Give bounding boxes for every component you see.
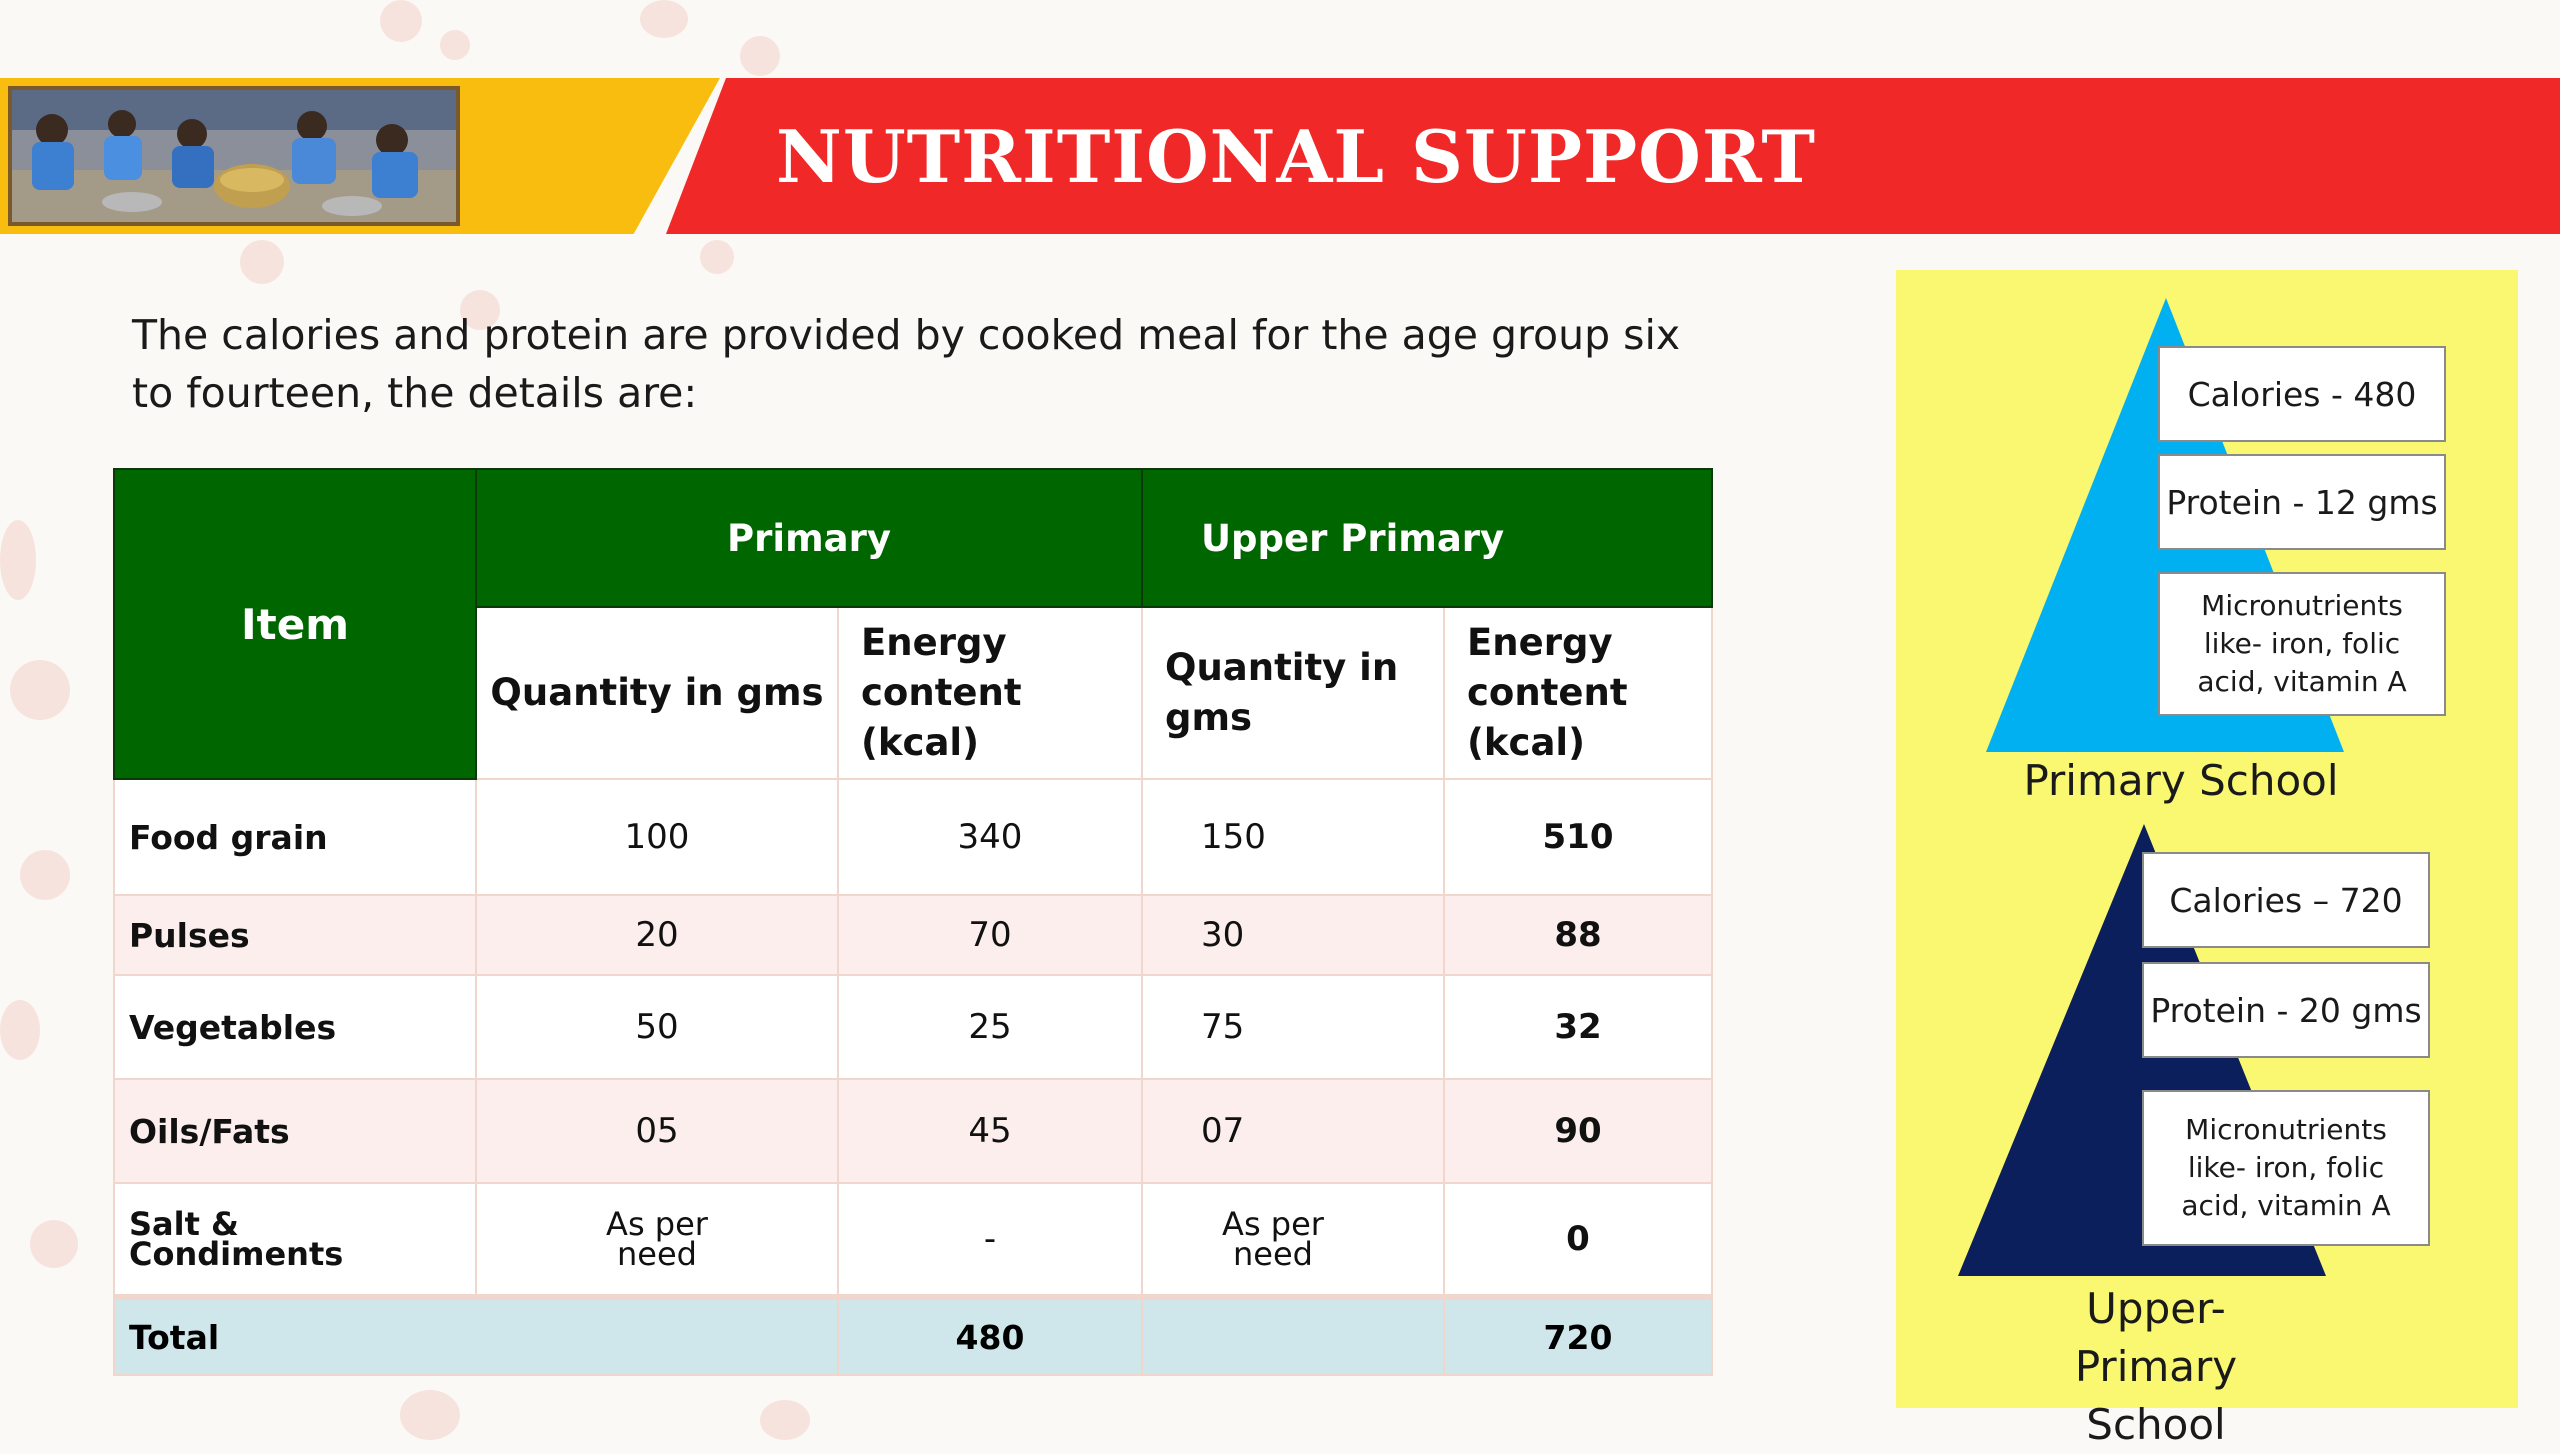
row-upper-quantity: 30 [1141, 894, 1445, 976]
row-primary-quantity: 100 [475, 778, 839, 896]
header-upper-primary: Upper Primary [1141, 468, 1713, 608]
primary-calories-box: Calories - 480 [2158, 346, 2446, 442]
primary-micronutrients-box: Micronutrients like- iron, folic acid, v… [2158, 572, 2446, 716]
row-item: Food grain [113, 778, 477, 896]
total-upper-quantity [1141, 1294, 1445, 1376]
header-red-band [666, 78, 2560, 234]
row-upper-quantity: As per need [1141, 1182, 1445, 1298]
background-dot [380, 0, 422, 42]
background-dot [240, 240, 284, 284]
subheader-upper-energy: Energy content (kcal) [1443, 606, 1713, 780]
header-photo [8, 86, 460, 226]
background-dot [20, 850, 70, 900]
row-upper-energy: 88 [1443, 894, 1713, 976]
background-dot [400, 1390, 460, 1440]
page-title: NUTRITIONAL SUPPORT [776, 114, 1816, 199]
row-primary-energy: 45 [837, 1078, 1143, 1184]
row-upper-energy: 90 [1443, 1078, 1713, 1184]
row-primary-quantity: 50 [475, 974, 839, 1080]
header-item: Item [113, 468, 477, 780]
primary-school-label: Primary School [2023, 756, 2339, 805]
total-upper-energy: 720 [1443, 1294, 1713, 1376]
table-row: Vegetables 50 25 75 32 [113, 974, 1713, 1080]
row-primary-quantity: 05 [475, 1078, 839, 1184]
background-dot [640, 0, 688, 38]
background-dot [0, 1000, 40, 1060]
table-row: Oils/Fats 05 45 07 90 [113, 1078, 1713, 1184]
row-upper-quantity: 07 [1141, 1078, 1445, 1184]
background-dot [760, 1400, 810, 1440]
background-dot [440, 30, 470, 60]
row-primary-energy: 70 [837, 894, 1143, 976]
background-dot [0, 520, 36, 600]
pyramid-panel: Calories - 480 Protein - 12 gms Micronut… [1896, 270, 2518, 1449]
background-dot [700, 240, 734, 274]
table-row: Salt & Condiments As per need - As per n… [113, 1182, 1713, 1298]
row-item: Vegetables [113, 974, 477, 1080]
subheader-primary-quantity: Quantity in gms [475, 606, 839, 780]
upper-calories-box: Calories – 720 [2142, 852, 2430, 948]
total-row: Total 480 720 [113, 1294, 1713, 1376]
table-row: Pulses 20 70 30 88 [113, 894, 1713, 976]
primary-protein-box: Protein - 12 gms [2158, 454, 2446, 550]
children-eating-photo [12, 90, 456, 222]
row-primary-quantity: As per need [475, 1182, 839, 1298]
upper-primary-school-label: Upper-Primary School [2074, 1284, 2238, 1449]
row-upper-energy: 0 [1443, 1182, 1713, 1298]
row-primary-quantity: 20 [475, 894, 839, 976]
header-primary: Primary [475, 468, 1143, 608]
background-dot [740, 36, 780, 76]
subheader-primary-energy: Energy content (kcal) [837, 606, 1143, 780]
background-dot [30, 1220, 78, 1268]
background-dot [460, 290, 500, 330]
row-upper-quantity: 150 [1141, 778, 1445, 896]
row-primary-energy: 340 [837, 778, 1143, 896]
row-upper-quantity: 75 [1141, 974, 1445, 1080]
row-item: Pulses [113, 894, 477, 976]
row-primary-energy: - [837, 1182, 1143, 1298]
intro-text: The calories and protein are provided by… [132, 311, 1681, 417]
row-upper-energy: 32 [1443, 974, 1713, 1080]
row-primary-energy: 25 [837, 974, 1143, 1080]
total-label: Total [113, 1294, 839, 1376]
row-item: Oils/Fats [113, 1078, 477, 1184]
background-dot [10, 660, 70, 720]
row-upper-energy: 510 [1443, 778, 1713, 896]
table-row: Food grain 100 340 150 510 [113, 778, 1713, 896]
nutrition-table: Item Primary Upper Primary Quantity in g… [113, 468, 1713, 1376]
upper-protein-box: Protein - 20 gms [2142, 962, 2430, 1058]
upper-micronutrients-box: Micronutrients like- iron, folic acid, v… [2142, 1090, 2430, 1246]
subheader-upper-quantity: Quantity in gms [1141, 606, 1445, 780]
total-primary-energy: 480 [837, 1294, 1143, 1376]
row-item: Salt & Condiments [113, 1182, 477, 1298]
